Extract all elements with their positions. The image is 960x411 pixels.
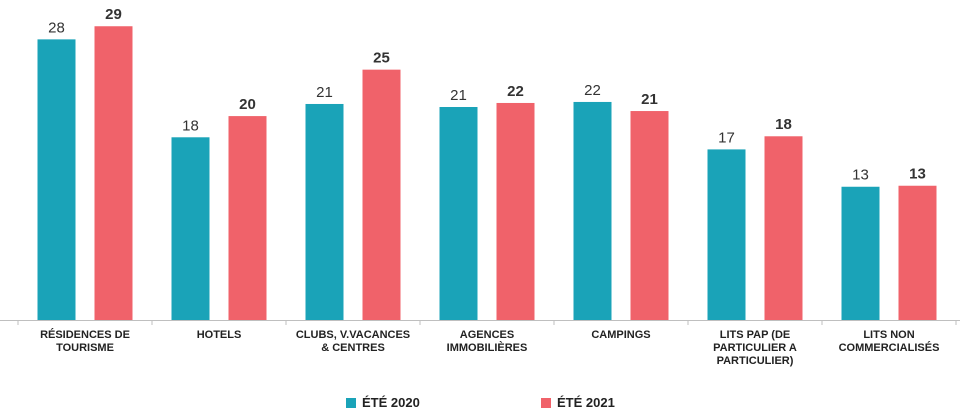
x-tick-label: RÉSIDENCES DE TOURISME	[40, 329, 130, 354]
data-label: 18	[182, 117, 199, 134]
bar	[764, 136, 803, 320]
legend-swatch	[346, 398, 356, 408]
data-label: 21	[450, 87, 467, 104]
data-label: 28	[48, 19, 65, 36]
x-tick-label: LITS NON COMMERCIALISÉS	[838, 329, 940, 354]
data-label: 20	[239, 96, 256, 113]
legend-item: ÉTÉ 2020	[346, 395, 420, 410]
bar	[439, 107, 478, 321]
bar	[37, 39, 76, 321]
bar	[94, 26, 133, 320]
data-label: 13	[852, 167, 869, 184]
x-tick-label: CAMPINGS	[591, 329, 651, 341]
bar	[630, 111, 669, 320]
legend-label: ÉTÉ 2021	[557, 395, 615, 410]
bar	[171, 137, 210, 320]
bar	[228, 116, 267, 321]
bar	[898, 185, 937, 320]
x-tick-label: LITS PAP (DE PARTICULIER A PARTICULIER)	[713, 329, 797, 367]
data-label: 22	[584, 82, 601, 99]
bar	[841, 186, 880, 320]
bar	[305, 103, 344, 320]
x-tick-label: CLUBS, V.VACANCES & CENTRES	[295, 329, 411, 354]
bar	[573, 101, 612, 320]
data-label: 22	[507, 83, 524, 100]
legend-swatch	[541, 398, 551, 408]
data-label: 29	[105, 6, 122, 23]
legend-item: ÉTÉ 2021	[541, 395, 615, 410]
data-label: 13	[909, 166, 926, 183]
x-tick-label: HOTELS	[196, 329, 242, 341]
data-label: 25	[373, 50, 390, 67]
bar	[707, 149, 746, 320]
data-label: 18	[775, 116, 792, 133]
x-tick-label: AGENCES IMMOBILIÈRES	[446, 329, 528, 354]
data-label: 21	[641, 91, 658, 108]
legend-label: ÉTÉ 2020	[362, 395, 420, 410]
data-label: 17	[718, 129, 735, 146]
data-label: 21	[316, 84, 333, 101]
bar	[362, 69, 401, 320]
bar	[496, 102, 535, 320]
